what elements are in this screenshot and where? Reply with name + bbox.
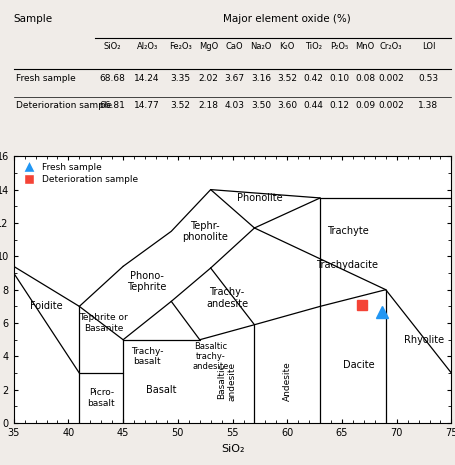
Text: 0.08: 0.08 bbox=[354, 74, 374, 83]
Text: 14.77: 14.77 bbox=[134, 101, 160, 110]
Text: 3.67: 3.67 bbox=[224, 74, 244, 83]
Text: MgO: MgO bbox=[198, 41, 217, 51]
Text: 0.42: 0.42 bbox=[303, 74, 323, 83]
Text: P₂O₅: P₂O₅ bbox=[330, 41, 348, 51]
Text: Deterioration sample: Deterioration sample bbox=[16, 101, 112, 110]
Text: 3.52: 3.52 bbox=[170, 101, 190, 110]
Text: Cr₂O₃: Cr₂O₃ bbox=[379, 41, 402, 51]
Text: 0.12: 0.12 bbox=[329, 101, 349, 110]
Text: Major element oxide (%): Major element oxide (%) bbox=[223, 14, 350, 24]
Text: 0.002: 0.002 bbox=[378, 74, 403, 83]
Text: Trachyte: Trachyte bbox=[326, 226, 368, 236]
Text: K₂O: K₂O bbox=[279, 41, 294, 51]
Text: Phono-
Tephrite: Phono- Tephrite bbox=[127, 271, 167, 292]
Text: Andesite: Andesite bbox=[282, 362, 291, 401]
Text: Basaltic
trachy-
andesite: Basaltic trachy- andesite bbox=[192, 341, 228, 372]
Text: SiO₂: SiO₂ bbox=[103, 41, 121, 51]
Text: Tephr-
phonolite: Tephr- phonolite bbox=[182, 220, 228, 242]
Text: Trachy-
andesite: Trachy- andesite bbox=[206, 287, 248, 309]
Text: Phonolite: Phonolite bbox=[237, 193, 282, 203]
Text: 3.60: 3.60 bbox=[277, 101, 297, 110]
Legend: Fresh sample, Deterioration sample: Fresh sample, Deterioration sample bbox=[18, 161, 139, 186]
Text: Dacite: Dacite bbox=[342, 360, 374, 370]
Text: 68.68: 68.68 bbox=[99, 74, 125, 83]
Text: Basalt: Basalt bbox=[146, 385, 176, 395]
Text: CaO: CaO bbox=[225, 41, 243, 51]
Text: Al₂O₃: Al₂O₃ bbox=[136, 41, 157, 51]
Text: 0.53: 0.53 bbox=[418, 74, 438, 83]
Text: 3.50: 3.50 bbox=[250, 101, 270, 110]
Text: 14.24: 14.24 bbox=[134, 74, 160, 83]
Text: Na₂O: Na₂O bbox=[250, 41, 271, 51]
Text: 0.44: 0.44 bbox=[303, 101, 323, 110]
Text: 0.10: 0.10 bbox=[329, 74, 349, 83]
Text: Picro-
basalt: Picro- basalt bbox=[87, 388, 115, 408]
Text: LOI: LOI bbox=[421, 41, 434, 51]
Text: MnO: MnO bbox=[354, 41, 374, 51]
Text: Foidite: Foidite bbox=[30, 301, 63, 312]
Text: 3.35: 3.35 bbox=[170, 74, 190, 83]
Text: 2.02: 2.02 bbox=[198, 74, 218, 83]
Text: 0.09: 0.09 bbox=[354, 101, 374, 110]
Text: TiO₂: TiO₂ bbox=[304, 41, 321, 51]
Text: 4.03: 4.03 bbox=[224, 101, 244, 110]
Text: Sample: Sample bbox=[14, 14, 53, 24]
Text: Rhyolite: Rhyolite bbox=[403, 335, 443, 345]
Text: 0.002: 0.002 bbox=[378, 101, 403, 110]
Text: Trachy-
basalt: Trachy- basalt bbox=[131, 347, 163, 366]
Text: Fresh sample: Fresh sample bbox=[16, 74, 76, 83]
Text: 66.81: 66.81 bbox=[99, 101, 125, 110]
Text: 3.16: 3.16 bbox=[250, 74, 270, 83]
Text: 1.38: 1.38 bbox=[418, 101, 438, 110]
Text: 3.52: 3.52 bbox=[277, 74, 297, 83]
Text: Tephrite or
Basanite: Tephrite or Basanite bbox=[79, 313, 127, 333]
X-axis label: SiO₂: SiO₂ bbox=[220, 444, 244, 453]
Text: 2.18: 2.18 bbox=[198, 101, 218, 110]
Text: Fe₂O₃: Fe₂O₃ bbox=[168, 41, 191, 51]
Text: Basaltic
andesite: Basaltic andesite bbox=[217, 362, 236, 401]
Text: Trachydacite: Trachydacite bbox=[316, 259, 378, 270]
